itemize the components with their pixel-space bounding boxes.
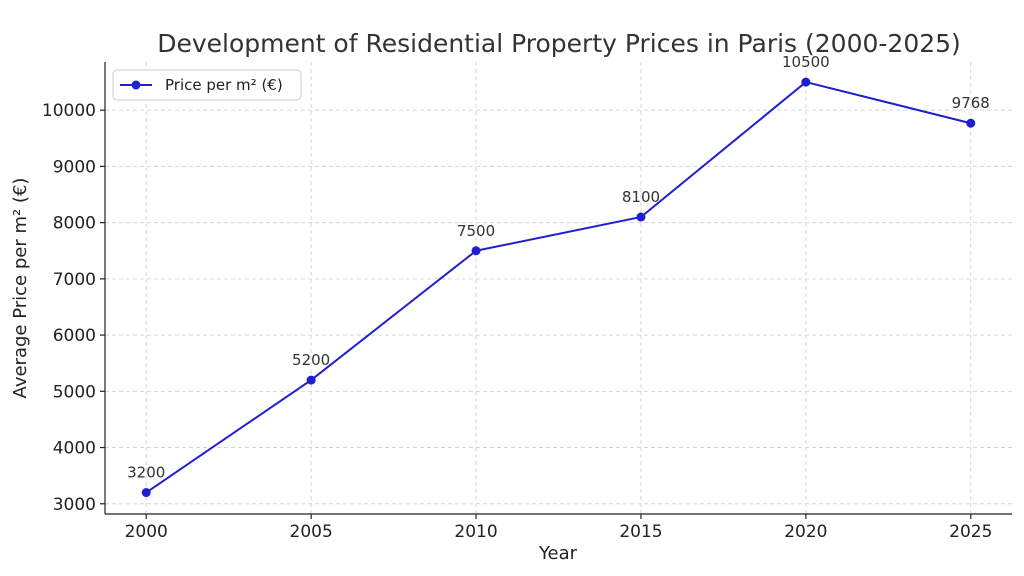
data-label: 10500 (782, 53, 830, 71)
legend-box (112, 69, 302, 101)
x-tick-label: 2005 (290, 522, 333, 542)
data-label: 8100 (622, 188, 660, 206)
data-label: 9768 (952, 94, 990, 112)
data-point (801, 77, 811, 87)
y-tick-label: 5000 (53, 382, 96, 402)
legend-marker-sample (131, 80, 141, 90)
data-labels: 3200 5200 7500 8100 10500 9768 (127, 53, 990, 481)
data-label: 5200 (292, 351, 330, 369)
axes (104, 62, 1012, 515)
grid (105, 62, 1012, 514)
series-layer (141, 77, 976, 498)
data-label: 7500 (457, 222, 495, 240)
legend: Price per m² (€) (112, 69, 302, 101)
y-tick-label: 8000 (53, 214, 96, 234)
legend-label: Price per m² (€) (165, 76, 283, 94)
series-line (145, 81, 972, 494)
data-point (141, 488, 151, 498)
x-tick-label: 2015 (619, 522, 662, 542)
y-tick-label: 4000 (53, 439, 96, 459)
x-tick-label: 2010 (454, 522, 497, 542)
y-tick-label: 3000 (53, 495, 96, 515)
chart-title: Development of Residential Property Pric… (157, 29, 961, 58)
y-axis-label: Average Price per m² (€) (10, 178, 31, 399)
y-tick-label: 10000 (42, 101, 96, 121)
ticks: 2000 2005 2010 2015 2020 2025 3000 4000 5000 6000… (42, 101, 992, 542)
data-point (471, 246, 481, 256)
data-point (636, 212, 646, 222)
y-tick-label: 6000 (53, 326, 96, 346)
y-tick-label: 7000 (53, 270, 96, 290)
data-point (306, 375, 316, 385)
x-tick-label: 2020 (784, 522, 827, 542)
x-tick-label: 2025 (949, 522, 992, 542)
data-point (966, 118, 976, 128)
data-label: 3200 (127, 464, 165, 482)
y-tick-label: 9000 (53, 157, 96, 177)
x-tick-label: 2000 (125, 522, 168, 542)
x-axis-label: Year (538, 543, 578, 564)
